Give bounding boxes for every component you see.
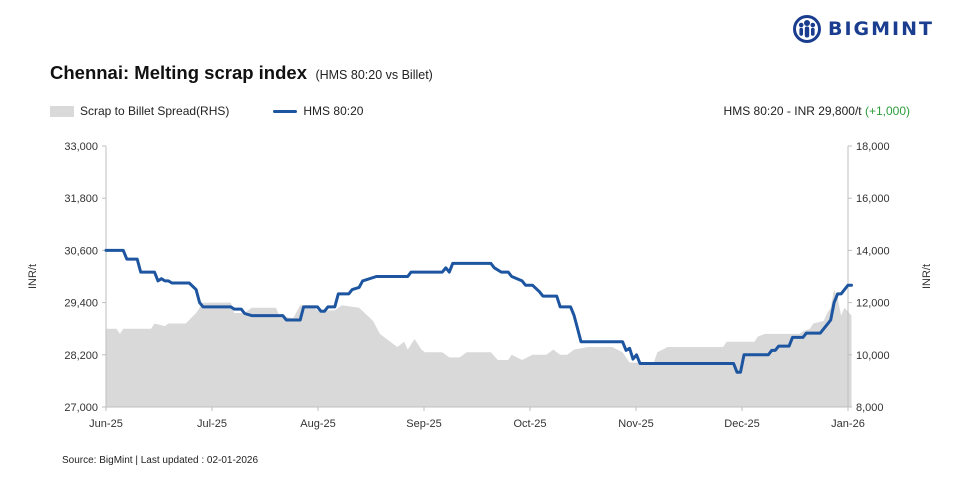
x-tick-label: Jul-25 [197,418,227,430]
legend-swatch-area [50,105,74,117]
latest-price-change: (+1,000) [864,104,910,118]
x-tick-label: Nov-25 [618,418,653,430]
x-tick-label: Jan-26 [831,418,865,430]
brand-name: BIGMINT [828,18,934,40]
source-note: Source: BigMint | Last updated : 02-01-2… [62,455,259,466]
x-tick-label: Aug-25 [300,418,335,430]
x-tick-label: Dec-25 [724,418,759,430]
y-right-tick-label: 18,000 [856,141,890,153]
legend-item-spread: Scrap to Billet Spread(RHS) [50,104,229,118]
legend-item-hms: HMS 80:20 [273,104,363,118]
bigmint-logo-icon [793,15,821,43]
legend-label-hms: HMS 80:20 [303,104,364,118]
latest-price-text: HMS 80:20 - INR 29,800/t [723,104,862,118]
y-right-tick-label: 14,000 [856,245,890,257]
y-axis-right-title: INR/t [921,264,933,289]
chart-legend: Scrap to Billet Spread(RHS) HMS 80:20 [50,104,363,118]
brand-logo: BIGMINT [792,12,934,46]
latest-price-headline: HMS 80:20 - INR 29,800/t (+1,000) [724,104,910,118]
x-tick-label: Sep-25 [406,418,441,430]
y-left-tick-label: 27,000 [64,402,98,414]
chart-subtitle: (HMS 80:20 vs Billet) [315,68,433,82]
hms-line-layer [104,248,853,374]
y-left-tick-label: 31,800 [64,193,98,205]
y-left-tick-label: 28,200 [64,350,98,362]
legend-label-spread: Scrap to Billet Spread(RHS) [80,104,230,118]
y-right-tick-label: 8,000 [856,402,884,414]
y-right-tick-label: 10,000 [856,350,890,362]
axes-layer: 27,000 28,200 29,400 30,600 31,800 33,000 8,00… [27,141,933,430]
y-axis-left-title: INR/t [27,264,39,289]
x-tick-label: Jun-25 [89,418,123,430]
y-right-tick-label: 12,000 [856,298,890,310]
chart-title: Chennai: Melting scrap index [50,62,307,83]
legend-swatch-line [273,109,298,113]
x-tick-label: Oct-25 [513,418,546,430]
hms-line [104,248,853,374]
y-left-tick-label: 29,400 [64,298,98,310]
y-right-tick-label: 16,000 [856,193,890,205]
chart-title-block: Chennai: Melting scrap index (HMS 80:20 … [50,62,433,84]
y-left-tick-label: 33,000 [64,141,98,153]
y-left-tick-label: 30,600 [64,245,98,257]
